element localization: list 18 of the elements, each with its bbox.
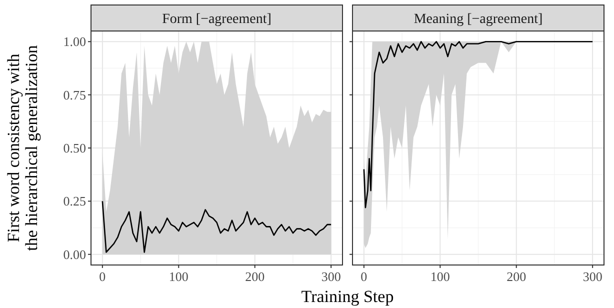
x-tick-label: 200 (245, 269, 265, 284)
line-series (102, 200, 332, 253)
y-tick-label: 0.25 (63, 194, 86, 209)
x-tick-label: 0 (360, 269, 368, 284)
y-tick-label: 0.75 (63, 87, 86, 102)
y-tick-label: 1.00 (63, 34, 86, 50)
y-axis-title: First word consistency with the hierarchical generalization (4, 44, 41, 251)
chart-title: Meaning [−agreement] (414, 12, 543, 27)
x-axis-title: Training Step (301, 287, 394, 306)
x-tick-label: 300 (321, 269, 341, 284)
chart-title: Form [−agreement] (162, 12, 272, 27)
x-tick-label: 0 (99, 269, 106, 284)
x-tick-label: 100 (430, 269, 450, 284)
y-tick-label: 0.00 (63, 246, 86, 262)
x-tick-label: 300 (582, 269, 602, 284)
y-tick-label: 0.50 (63, 140, 86, 156)
x-tick-label: 200 (506, 269, 526, 284)
x-tick-label: 100 (168, 269, 188, 284)
